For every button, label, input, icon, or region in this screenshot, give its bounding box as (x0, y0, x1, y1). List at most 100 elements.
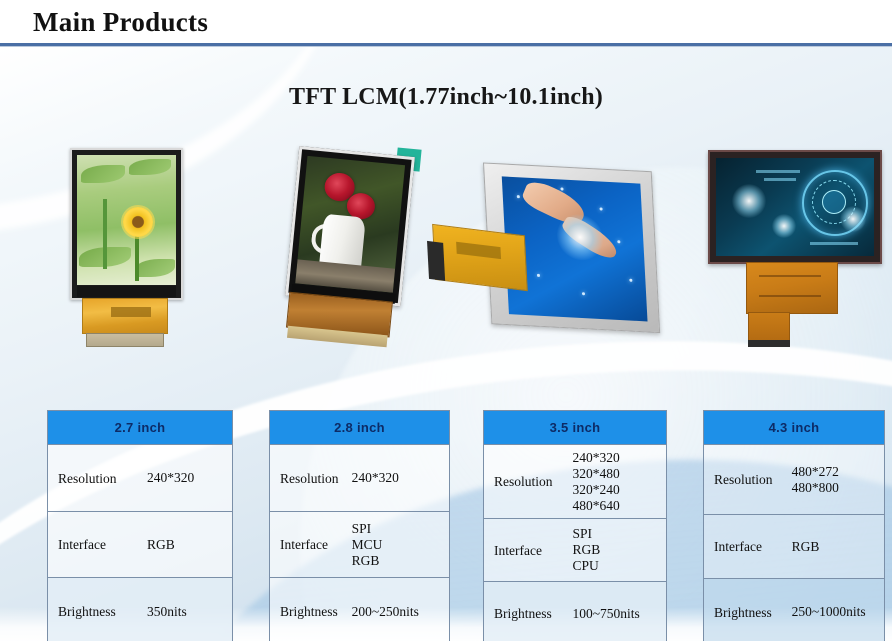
spec-table-2-8-inch: 2.8 inch Resolution 240*320 Interface SP… (269, 410, 450, 641)
leaf-shape (135, 259, 175, 277)
spec-value-line: 350nits (146, 603, 187, 619)
spec-value-resolution: 480*272 480*800 (780, 464, 884, 496)
spec-value-line: SPI (572, 526, 592, 541)
spec-value-resolution: 240*320 (342, 470, 449, 486)
spec-value-line: 480*272 (791, 463, 839, 479)
sunflower-bloom (123, 207, 153, 237)
spec-label-interface: Interface (494, 542, 542, 558)
spec-value-interface: RGB (129, 537, 232, 553)
spark-dot (560, 187, 564, 191)
spec-label-brightness: Brightness (280, 604, 338, 619)
spec-value-line: MCU (351, 536, 383, 552)
plant-stem (103, 199, 107, 269)
spec-value-brightness: 350nits (129, 604, 232, 620)
leaf-shape (81, 165, 125, 183)
spark-dot (581, 292, 586, 296)
spec-value-line: RGB (791, 538, 820, 554)
table-row: Brightness 100~750nits (484, 582, 666, 641)
fpc-connector-tip (748, 340, 790, 347)
spec-value-line: CPU (572, 558, 599, 573)
lens-flare (840, 206, 866, 232)
hud-outer-ring (802, 170, 868, 236)
header-divider-line-soft (0, 46, 892, 47)
spec-table-header: 2.8 inch (270, 411, 449, 445)
spec-label-brightness: Brightness (58, 604, 116, 619)
hud-bar (756, 170, 800, 173)
spec-value-line: 240*320 (572, 449, 620, 465)
product-image-2-8-inch (282, 142, 432, 352)
lcd-screen-hud-graphic (716, 158, 874, 256)
spec-value-brightness: 100~750nits (560, 606, 666, 622)
table-row: Resolution 480*272 480*800 (704, 445, 884, 515)
spec-value-interface: RGB (780, 539, 884, 555)
content-stage: TFT LCM(1.77inch~10.1inch) (0, 47, 892, 641)
spec-label-brightness: Brightness (494, 606, 552, 621)
lcd-tilt-wrapper (427, 158, 668, 355)
spec-label-brightness: Brightness (714, 604, 772, 620)
spec-value-line: 240*320 (351, 470, 399, 485)
header-band: Main Products (0, 0, 892, 43)
spec-table-4-3-inch: 4.3 inch Resolution 480*272 480*800 Inte… (703, 410, 885, 641)
table-row: Resolution 240*320 (48, 445, 232, 512)
lcd-tilt-wrapper (272, 135, 441, 358)
spec-value-line: 200~250nits (351, 603, 419, 619)
hud-mid-ring (812, 180, 856, 224)
spec-table-2-7-inch: 2.7 inch Resolution 240*320 Interface RG… (47, 410, 233, 641)
fpc-connector-tail (748, 312, 790, 344)
spec-label-interface: Interface (280, 537, 328, 552)
spec-label-resolution: Resolution (280, 470, 339, 486)
spec-value-line: 480*640 (572, 497, 620, 513)
table-row: Resolution 240*320 (270, 445, 449, 512)
fpc-ribbon-cable (82, 298, 168, 334)
spec-value-interface: SPI RGB CPU (560, 526, 666, 574)
table-row: Brightness 350nits (48, 578, 232, 641)
lcd-bezel (70, 148, 183, 300)
spec-value-line: RGB (572, 542, 601, 557)
hud-bar (810, 242, 858, 245)
lcd-screen-roses (295, 155, 406, 293)
lcd-screen-sunflower (77, 155, 176, 285)
spec-label-interface: Interface (58, 537, 106, 552)
spec-value-line: 320*480 (572, 465, 620, 481)
lens-flare (772, 214, 796, 238)
spec-value-line: 240*320 (146, 470, 195, 485)
header-divider-line (0, 43, 892, 46)
section-title: TFT LCM(1.77inch~10.1inch) (289, 84, 603, 110)
driver-ic (111, 307, 151, 317)
sunflower-stem (135, 233, 139, 281)
spark-dot (536, 273, 541, 277)
spark-dot (516, 195, 520, 199)
spec-value-interface: SPI MCU RGB (342, 521, 449, 569)
fpc-connector-tail (427, 240, 446, 281)
table-row: Brightness 200~250nits (270, 578, 449, 641)
table-row: Resolution 240*320 320*480 320*240 480*6… (484, 445, 666, 519)
spec-value-brightness: 200~250nits (342, 604, 449, 620)
lcd-bezel (285, 146, 415, 307)
spec-table-header: 2.7 inch (48, 411, 232, 445)
page-title: Main Products (33, 7, 209, 37)
product-photo-row (0, 142, 892, 352)
spec-label-resolution: Resolution (494, 474, 553, 489)
spec-table-3-5-inch: 3.5 inch Resolution 240*320 320*480 320*… (483, 410, 667, 641)
table-row: Brightness 250~1000nits (704, 579, 884, 641)
spec-label-interface: Interface (714, 539, 762, 554)
spec-value-line: 100~750nits (572, 605, 640, 621)
fpc-ribbon-cable (432, 223, 528, 292)
lcd-bezel (708, 150, 882, 264)
table-row: Interface RGB (704, 515, 884, 579)
spec-value-line: RGB (146, 536, 175, 552)
lens-flare (732, 184, 766, 218)
spec-value-line: SPI (351, 520, 372, 536)
product-image-2-7-inch (66, 148, 188, 348)
spark-dot (629, 278, 633, 282)
fpc-connector-tail (86, 333, 164, 347)
table-row: Interface SPI RGB CPU (484, 519, 666, 582)
spec-table-header: 4.3 inch (704, 411, 884, 445)
lcd-lower-bezel (77, 286, 176, 297)
fpc-traces (759, 275, 821, 297)
spec-label-resolution: Resolution (58, 470, 117, 486)
table-row: Interface SPI MCU RGB (270, 512, 449, 578)
spark-dot (599, 207, 603, 211)
leaf-shape (129, 159, 171, 175)
